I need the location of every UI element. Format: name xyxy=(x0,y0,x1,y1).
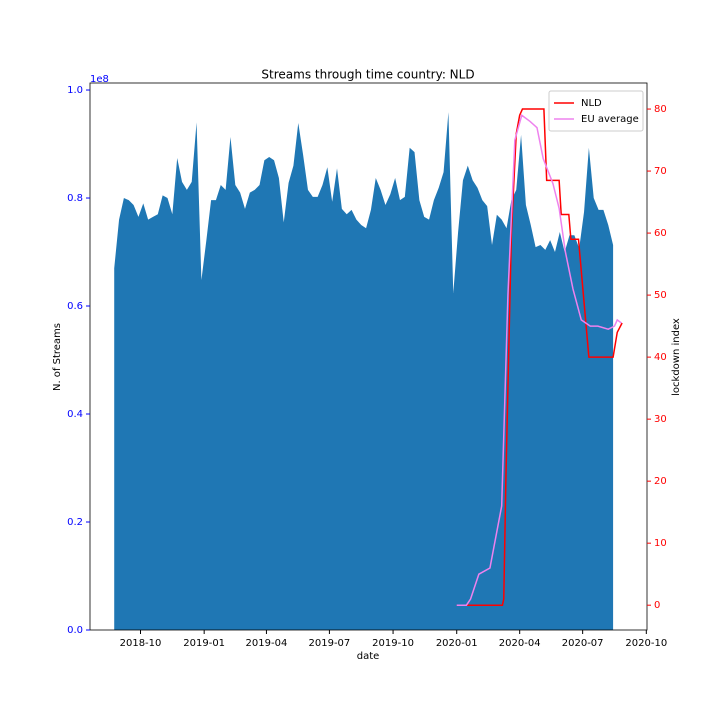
y2-axis-label: lockdown index xyxy=(671,318,682,396)
y2-tick-label: 20 xyxy=(654,476,667,487)
line xyxy=(456,108,623,606)
x-tick-label: 2020-01 xyxy=(436,638,478,649)
x-axis-label: date xyxy=(357,651,380,662)
y2-tick-label: 70 xyxy=(654,166,667,177)
y2-tick-label: 10 xyxy=(654,538,667,549)
y2-tick-label: 0 xyxy=(654,600,660,611)
x-tick-label: 2018-10 xyxy=(120,638,162,649)
x-tick-label: 2020-10 xyxy=(625,638,667,649)
y2-tick-label: 30 xyxy=(654,414,667,425)
chart-title: Streams through time country: NLD xyxy=(261,68,474,82)
y2-tick-label: 60 xyxy=(654,228,667,239)
y-offset-label: 1e8 xyxy=(90,74,109,85)
legend-label: EU average xyxy=(581,114,639,125)
area xyxy=(114,112,614,630)
y2-tick-label: 80 xyxy=(654,104,667,115)
x-tick-label: 2019-07 xyxy=(309,638,351,649)
x-tick-label: 2019-10 xyxy=(372,638,414,649)
axes-frame xyxy=(89,82,648,631)
y-tick-label: 0.6 xyxy=(67,301,83,312)
x-tick-label: 2020-04 xyxy=(499,638,541,649)
line xyxy=(456,113,622,606)
y2-tick-label: 40 xyxy=(654,352,667,363)
y-tick-label: 0.4 xyxy=(67,409,83,420)
y-axis-label: N. of Streams xyxy=(52,323,63,391)
y-tick-label: 0.0 xyxy=(67,625,83,636)
y-tick-label: 0.8 xyxy=(67,193,83,204)
x-tick-label: 2020-07 xyxy=(562,638,604,649)
legend-box xyxy=(548,90,644,132)
y-tick-label: 1.0 xyxy=(67,85,83,96)
legend-label: NLD xyxy=(581,98,602,109)
y-tick-label: 0.2 xyxy=(67,517,83,528)
x-tick-label: 2019-04 xyxy=(246,638,288,649)
y2-tick-label: 50 xyxy=(654,290,667,301)
x-tick-label: 2019-01 xyxy=(183,638,225,649)
